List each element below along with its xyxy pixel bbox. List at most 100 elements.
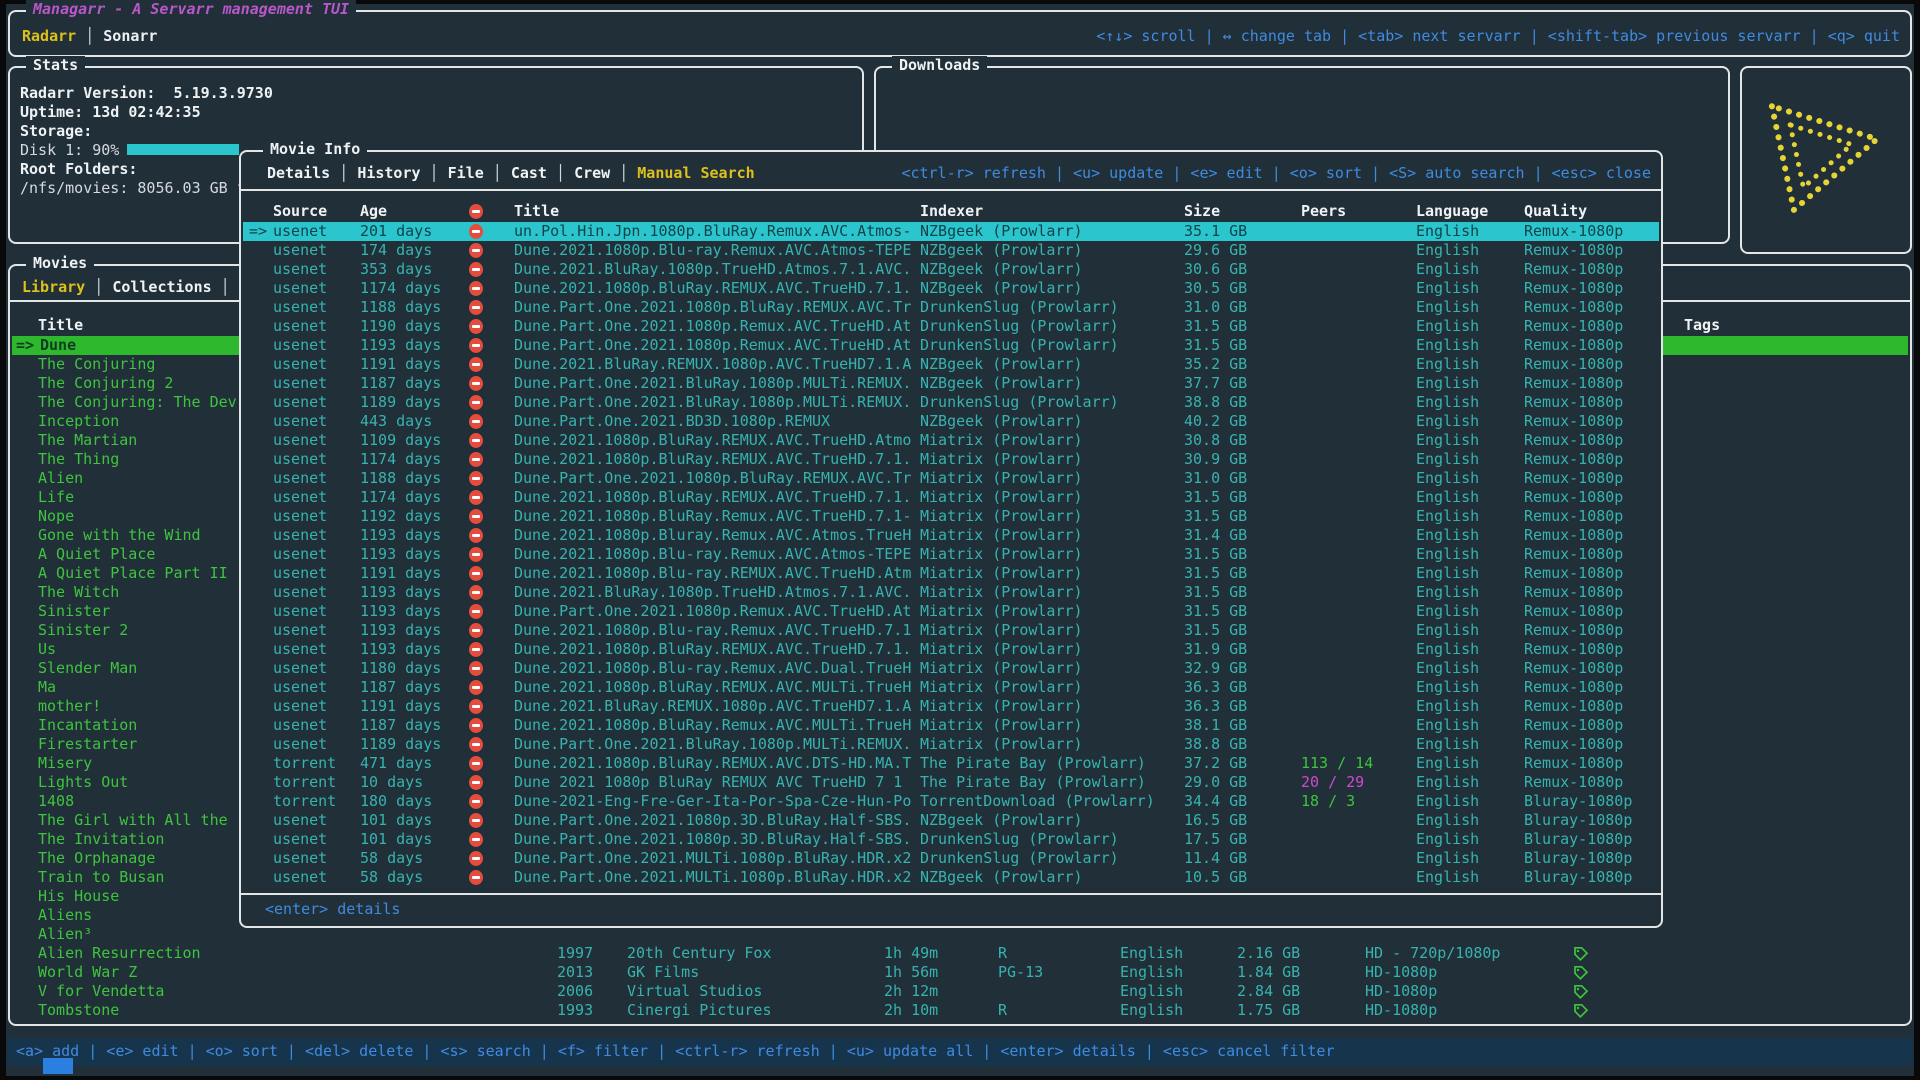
movie-row[interactable]: The Invitation — [12, 830, 239, 849]
movie-row[interactable]: Alien — [12, 469, 239, 488]
release-row[interactable]: usenet 1174 days Dune.2021.1080p.BluRay.RE… — [243, 450, 1659, 469]
movie-quality-profile: HD-1080p — [1365, 963, 1438, 981]
release-row[interactable]: usenet 1187 days Dune.2021.1080p.BluRay.Re… — [243, 716, 1659, 735]
release-indexer: DrunkenSlug (Prowlarr) — [920, 393, 1119, 411]
movie-row[interactable]: Alien Resurrection — [12, 944, 239, 963]
release-title: Dune.Part.One.2021.1080p.BluRay.REMUX.AV… — [514, 469, 912, 487]
release-row[interactable]: usenet 1191 days Dune.2021.1080p.Blu-ray.R… — [243, 564, 1659, 583]
release-row[interactable]: usenet 174 days Dune.2021.1080p.Blu-ray.Re… — [243, 241, 1659, 260]
release-row[interactable]: usenet 1191 days Dune.2021.BluRay.REMUX.10… — [243, 697, 1659, 716]
release-title: Dune-2021-Eng-Fre-Ger-Ita-Por-Spa-Cze-Hu… — [514, 792, 912, 810]
release-title: Dune.Part.One.2021.BluRay.1080p.MULTi.RE… — [514, 374, 912, 392]
movie-row[interactable]: Life — [12, 488, 239, 507]
movie-row[interactable]: The Thing — [12, 450, 239, 469]
release-row[interactable]: usenet 353 days Dune.2021.BluRay.1080p.Tru… — [243, 260, 1659, 279]
movie-row[interactable]: Train to Busan — [12, 868, 239, 887]
movie-row[interactable]: The Orphanage — [12, 849, 239, 868]
selection-marker: => — [249, 222, 268, 240]
release-row[interactable]: usenet 1180 days Dune.2021.1080p.Blu-ray.R… — [243, 659, 1659, 678]
movie-row[interactable]: The Martian — [12, 431, 239, 450]
movie-row[interactable]: World War Z — [12, 963, 239, 982]
movie-row[interactable]: Nope — [12, 507, 239, 526]
release-quality: Remux-1080p — [1524, 317, 1624, 335]
tab-library[interactable]: Library — [22, 278, 86, 296]
movie-row[interactable]: A Quiet Place — [12, 545, 239, 564]
tab-file[interactable]: File — [447, 164, 484, 182]
release-title: Dune.2021.1080p.BluRay.Remux.AVC.MULTi.T… — [514, 716, 912, 734]
release-row[interactable]: usenet 1174 days Dune.2021.1080p.BluRay.RE… — [243, 488, 1659, 507]
movie-row[interactable]: His House — [12, 887, 239, 906]
release-row[interactable]: usenet 443 days Dune.Part.One.2021.BD3D.10… — [243, 412, 1659, 431]
movie-row[interactable]: Us — [12, 640, 239, 659]
movie-language: English — [1120, 944, 1184, 962]
release-language: English — [1416, 260, 1480, 278]
movie-row[interactable]: Misery — [12, 754, 239, 773]
release-row[interactable]: usenet 1193 days Dune.2021.1080p.Blu-ray.R… — [243, 621, 1659, 640]
movie-rating: PG-13 — [998, 963, 1044, 981]
release-row[interactable]: usenet 1193 days Dune.2021.BluRay.1080p.Tr… — [243, 583, 1659, 602]
release-row[interactable]: usenet 1193 days Dune.Part.One.2021.1080p.… — [243, 602, 1659, 621]
movie-row[interactable]: The Witch — [12, 583, 239, 602]
movie-title: Nope — [38, 507, 75, 525]
app-title: Managarr - A Servarr management TUI — [26, 0, 357, 19]
movie-row[interactable]: The Conjuring 2 — [12, 374, 239, 393]
movie-row[interactable]: Ma — [12, 678, 239, 697]
movie-row[interactable]: The Conjuring — [12, 355, 239, 374]
tab-manual-search[interactable]: Manual Search — [637, 164, 755, 182]
release-row[interactable]: torrent 471 days Dune.2021.1080p.BluRay.RE… — [243, 754, 1659, 773]
release-row[interactable]: usenet 1189 days Dune.Part.One.2021.BluRay… — [243, 393, 1659, 412]
release-row-selected[interactable]: => usenet 201 days un.Pol.Hin.Jpn.1080p.Blu… — [243, 222, 1659, 241]
movie-row[interactable]: Sinister 2 — [12, 621, 239, 640]
movie-row[interactable]: Incantation — [12, 716, 239, 735]
movie-row[interactable]: Lights Out — [12, 773, 239, 792]
release-row[interactable]: usenet 1188 days Dune.Part.One.2021.1080p.… — [243, 469, 1659, 488]
movie-row[interactable]: The Girl with All the — [12, 811, 239, 830]
rejected-icon — [469, 471, 483, 486]
release-row[interactable]: usenet 1189 days Dune.Part.One.2021.BluRay… — [243, 735, 1659, 754]
release-quality: Remux-1080p — [1524, 336, 1624, 354]
movie-row[interactable]: Slender Man — [12, 659, 239, 678]
release-row[interactable]: usenet 1193 days Dune.Part.One.2021.1080p.… — [243, 336, 1659, 355]
release-row[interactable]: usenet 1188 days Dune.Part.One.2021.1080p.… — [243, 298, 1659, 317]
movie-row[interactable]: A Quiet Place Part II — [12, 564, 239, 583]
tab-details[interactable]: Details — [267, 164, 331, 182]
tab-sonarr[interactable]: Sonarr — [103, 27, 158, 45]
tab-crew[interactable]: Crew — [574, 164, 611, 182]
release-row[interactable]: usenet 1187 days Dune.Part.One.2021.BluRay… — [243, 374, 1659, 393]
movie-row[interactable]: Inception — [12, 412, 239, 431]
movie-row[interactable]: Alien³ — [12, 925, 239, 944]
movie-row[interactable]: Aliens — [12, 906, 239, 925]
movie-row[interactable]: mother! — [12, 697, 239, 716]
movie-row[interactable]: Tombstone — [12, 1001, 239, 1020]
movie-row[interactable]: V for Vendetta — [12, 982, 239, 1001]
release-row[interactable]: usenet 1190 days Dune.Part.One.2021.1080p.… — [243, 317, 1659, 336]
release-language: English — [1416, 355, 1480, 373]
release-row[interactable]: usenet 1192 days Dune.2021.1080p.BluRay.Re… — [243, 507, 1659, 526]
release-row[interactable]: usenet 1193 days Dune.2021.1080p.Bluray.Re… — [243, 526, 1659, 545]
release-row[interactable]: usenet 58 days Dune.Part.One.2021.MULTi.10… — [243, 868, 1659, 887]
release-row[interactable]: torrent 180 days Dune-2021-Eng-Fre-Ger-Ita… — [243, 792, 1659, 811]
movie-language: English — [1120, 982, 1184, 1000]
release-source: usenet — [273, 336, 328, 354]
tab-cast[interactable]: Cast — [510, 164, 547, 182]
release-row[interactable]: usenet 58 days Dune.Part.One.2021.MULTi.10… — [243, 849, 1659, 868]
release-row[interactable]: usenet 1109 days Dune.2021.1080p.BluRay.RE… — [243, 431, 1659, 450]
tab-radarr[interactable]: Radarr — [22, 27, 77, 45]
release-size: 31.9 GB — [1184, 640, 1248, 658]
movie-row[interactable]: Gone with the Wind — [12, 526, 239, 545]
tab-collections[interactable]: Collections — [112, 278, 212, 296]
release-row[interactable]: usenet 1191 days Dune.2021.BluRay.REMUX.10… — [243, 355, 1659, 374]
release-row[interactable]: torrent 10 days Dune 2021 1080p BluRay REM… — [243, 773, 1659, 792]
release-row[interactable]: usenet 101 days Dune.Part.One.2021.1080p.3… — [243, 830, 1659, 849]
movie-row[interactable]: Sinister — [12, 602, 239, 621]
tab-history[interactable]: History — [357, 164, 421, 182]
release-row[interactable]: usenet 1187 days Dune.2021.1080p.BluRay.RE… — [243, 678, 1659, 697]
release-row[interactable]: usenet 101 days Dune.Part.One.2021.1080p.3… — [243, 811, 1659, 830]
release-row[interactable]: usenet 1174 days Dune.2021.1080p.BluRay.RE… — [243, 279, 1659, 298]
movie-row[interactable]: The Conjuring: The Dev — [12, 393, 239, 412]
movie-row[interactable]: 1408 — [12, 792, 239, 811]
movie-row[interactable]: Firestarter — [12, 735, 239, 754]
release-row[interactable]: usenet 1193 days Dune.2021.1080p.Blu-ray.R… — [243, 545, 1659, 564]
release-row[interactable]: usenet 1193 days Dune.2021.1080p.BluRay.RE… — [243, 640, 1659, 659]
rejected-icon — [469, 490, 483, 505]
